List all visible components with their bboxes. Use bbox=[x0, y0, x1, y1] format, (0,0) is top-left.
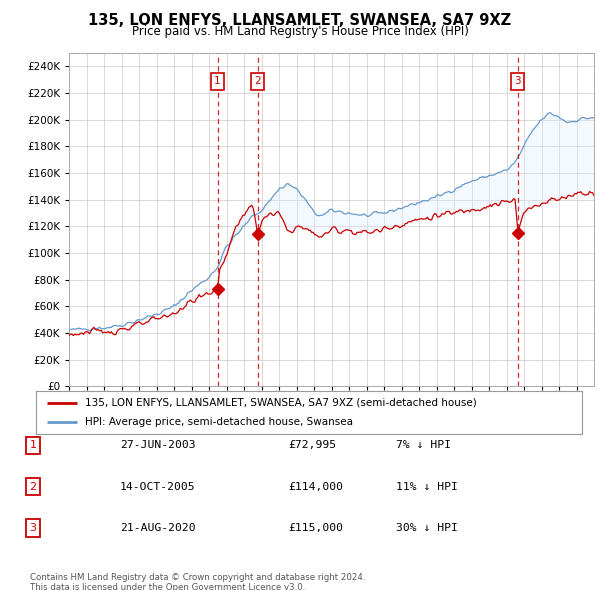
Text: 7% ↓ HPI: 7% ↓ HPI bbox=[396, 441, 451, 450]
Text: HPI: Average price, semi-detached house, Swansea: HPI: Average price, semi-detached house,… bbox=[85, 417, 353, 427]
Text: 2: 2 bbox=[254, 77, 261, 86]
Text: £72,995: £72,995 bbox=[288, 441, 336, 450]
Text: 14-OCT-2005: 14-OCT-2005 bbox=[120, 482, 196, 491]
Text: 1: 1 bbox=[214, 77, 221, 86]
Text: 21-AUG-2020: 21-AUG-2020 bbox=[120, 523, 196, 533]
Text: 135, LON ENFYS, LLANSAMLET, SWANSEA, SA7 9XZ: 135, LON ENFYS, LLANSAMLET, SWANSEA, SA7… bbox=[88, 13, 512, 28]
Text: 1: 1 bbox=[29, 441, 37, 450]
Text: 27-JUN-2003: 27-JUN-2003 bbox=[120, 441, 196, 450]
Text: This data is licensed under the Open Government Licence v3.0.: This data is licensed under the Open Gov… bbox=[30, 583, 305, 590]
Text: 3: 3 bbox=[514, 77, 521, 86]
Text: 2: 2 bbox=[29, 482, 37, 491]
Text: 30% ↓ HPI: 30% ↓ HPI bbox=[396, 523, 458, 533]
Text: £114,000: £114,000 bbox=[288, 482, 343, 491]
Text: Price paid vs. HM Land Registry's House Price Index (HPI): Price paid vs. HM Land Registry's House … bbox=[131, 25, 469, 38]
Text: 3: 3 bbox=[29, 523, 37, 533]
Text: Contains HM Land Registry data © Crown copyright and database right 2024.: Contains HM Land Registry data © Crown c… bbox=[30, 573, 365, 582]
Text: £115,000: £115,000 bbox=[288, 523, 343, 533]
Text: 135, LON ENFYS, LLANSAMLET, SWANSEA, SA7 9XZ (semi-detached house): 135, LON ENFYS, LLANSAMLET, SWANSEA, SA7… bbox=[85, 398, 477, 408]
Text: 11% ↓ HPI: 11% ↓ HPI bbox=[396, 482, 458, 491]
